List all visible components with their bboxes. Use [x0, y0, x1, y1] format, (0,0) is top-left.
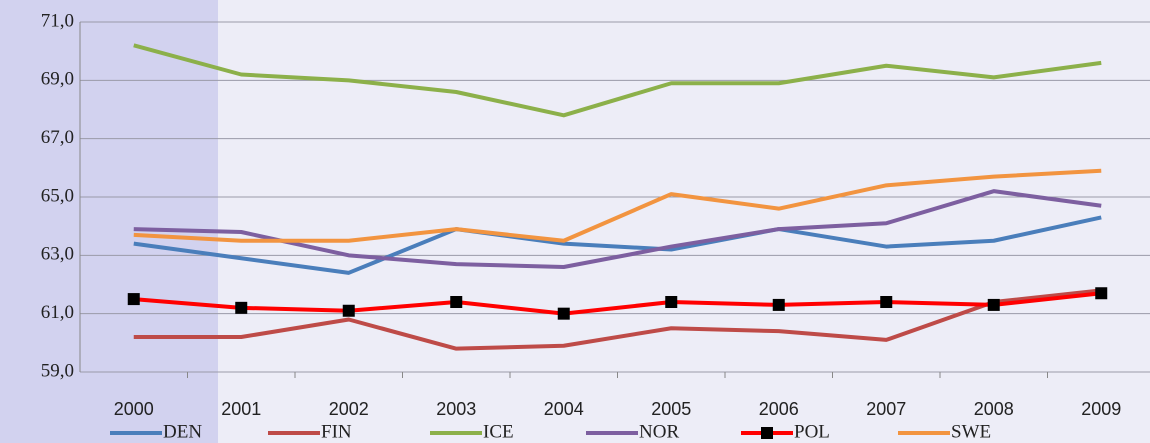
x-tick-label: 2005: [651, 399, 691, 419]
legend-label: DEN: [163, 421, 202, 442]
legend-label: NOR: [639, 421, 679, 442]
y-tick-label: 67,0: [41, 127, 74, 148]
y-tick-label: 61,0: [41, 302, 74, 323]
point-marker: [450, 296, 463, 308]
y-tick-label: 69,0: [41, 69, 74, 90]
shaded-band: [0, 0, 218, 443]
point-marker: [987, 298, 1000, 311]
point-marker: [1095, 287, 1108, 300]
legend-label: ICE: [483, 421, 514, 442]
y-tick-label: 59,0: [41, 360, 74, 381]
point-marker: [772, 298, 785, 311]
legend-marker: [761, 427, 773, 439]
series-line: [133, 288, 1102, 351]
point-marker: [342, 304, 355, 317]
point-marker: [665, 296, 678, 308]
legend-label: FIN: [321, 421, 352, 442]
x-tick-label: 2004: [544, 399, 584, 419]
series-line: [133, 168, 1102, 243]
x-tick-label: 2001: [221, 399, 261, 419]
x-tick-label: 2000: [114, 399, 154, 419]
series-line: [133, 189, 1102, 269]
series-line: [133, 43, 1102, 118]
x-tick-label: 2007: [866, 399, 906, 419]
point-marker: [880, 296, 893, 308]
point-marker: [127, 293, 140, 306]
series-line: [133, 215, 1102, 275]
x-tick-label: 2006: [759, 399, 799, 419]
legend-label: POL: [794, 421, 830, 442]
y-tick-label: 65,0: [41, 185, 74, 206]
point-marker: [235, 301, 248, 314]
x-tick-label: 2003: [436, 399, 476, 419]
x-tick-label: 2009: [1081, 399, 1121, 419]
legend-label: SWE: [951, 421, 991, 442]
x-tick-label: 2002: [329, 399, 369, 419]
point-marker: [557, 307, 570, 320]
x-tick-label: 2008: [974, 399, 1014, 419]
y-tick-label: 63,0: [41, 244, 74, 265]
y-tick-label: 71,0: [41, 10, 74, 31]
series-line: [133, 291, 1102, 316]
